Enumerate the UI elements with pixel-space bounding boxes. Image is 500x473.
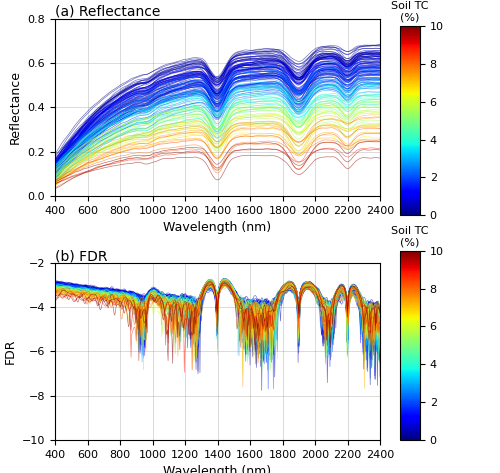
Text: (b) FDR: (b) FDR: [55, 249, 108, 263]
Text: (a) Reflectance: (a) Reflectance: [55, 5, 160, 19]
Y-axis label: FDR: FDR: [4, 339, 16, 364]
X-axis label: Wavelength (nm): Wavelength (nm): [164, 221, 272, 234]
Title: Soil TC
(%): Soil TC (%): [391, 1, 429, 22]
Y-axis label: Reflectance: Reflectance: [9, 70, 22, 144]
X-axis label: Wavelength (nm): Wavelength (nm): [164, 465, 272, 473]
Title: Soil TC
(%): Soil TC (%): [391, 226, 429, 247]
